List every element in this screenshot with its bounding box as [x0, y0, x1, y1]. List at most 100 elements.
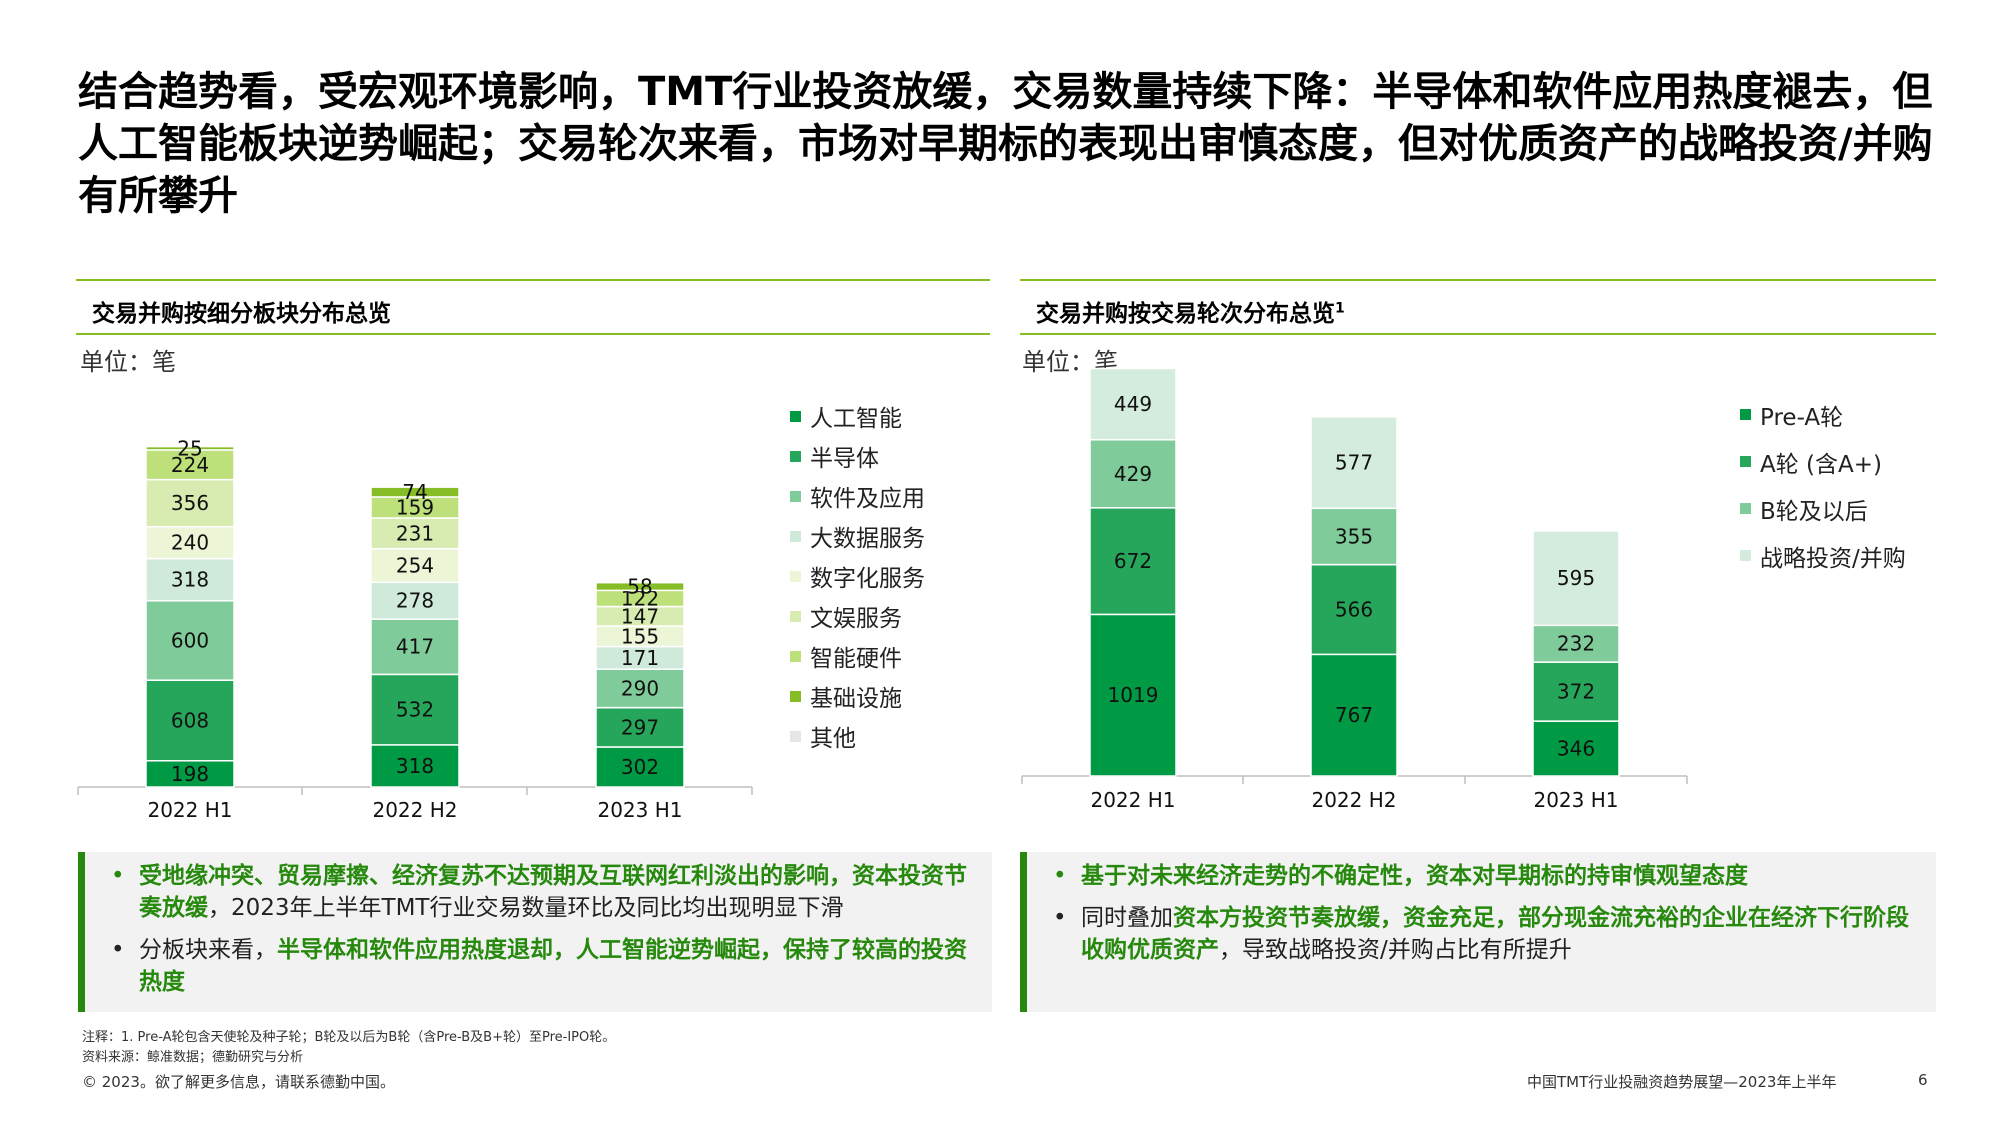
right-data-label-2022-h2-3: 577 — [1335, 451, 1373, 475]
left-legend-item-5: 文娱服务 — [790, 596, 925, 636]
right-legend-swatch-3 — [1740, 550, 1751, 561]
left-bar-2022-h2-5 — [370, 517, 460, 550]
left-legend-swatch-8 — [790, 730, 801, 742]
left-note-text-0-0: 受地缘冲突、贸易摩擦、经济复苏不达预期及互联网红利淡出的影响，资本投资节奏放缓 — [139, 863, 967, 921]
right-legend-swatch-1 — [1740, 456, 1751, 467]
right-data-label-2023-h1-0: 346 — [1557, 737, 1595, 761]
left-legend-swatch-4 — [790, 570, 801, 582]
right-bar-2023-h1-2 — [1532, 624, 1620, 663]
left-legend-item-8: 其他 — [790, 716, 925, 756]
right-note-text-1-2: ，导致战略投资/并购占比有所提升 — [1219, 937, 1572, 963]
footer-report-title: 中国TMT行业投融资趋势展望—2023年上半年 — [1527, 1073, 1837, 1091]
left-legend-label-0: 人工智能 — [810, 406, 902, 432]
left-legend-label-4: 数字化服务 — [810, 566, 925, 592]
left-legend-swatch-7 — [790, 690, 801, 702]
left-data-label-2022-h1-3: 318 — [171, 568, 209, 592]
left-bar-2023-h1-0 — [595, 746, 685, 788]
right-data-label-2022-h1-3: 449 — [1114, 392, 1152, 416]
left-legend-swatch-0 — [790, 410, 801, 422]
left-data-label-2022-h1-0: 198 — [171, 762, 209, 786]
left-legend-item-6: 智能硬件 — [790, 636, 925, 676]
right-data-label-2023-h1-2: 232 — [1557, 632, 1595, 656]
left-legend-item-4: 数字化服务 — [790, 556, 925, 596]
left-unit-label: 单位：笔 — [80, 348, 176, 376]
left-note-bullet-0: • — [111, 863, 125, 889]
left-data-label-2022-h1-5: 356 — [171, 491, 209, 515]
right-notes-list: • 基于对未来经济走势的不确定性，资本对早期标的持审慎观望态度 • 同时叠加资本方投资… — [1045, 860, 1922, 966]
left-bar-2022-h1-4 — [145, 526, 235, 560]
left-category-label-0: 2022 H1 — [147, 798, 232, 822]
left-data-label-2022-h1-1: 608 — [171, 708, 209, 732]
left-note-text-1-1: 半导体和软件应用热度退却，人工智能逆势崛起，保持了较高的投资热度 — [139, 937, 967, 995]
left-data-label-2022-h2-5: 231 — [396, 521, 434, 545]
right-note-text-1-1: 资本方投资节奏放缓，资金充足，部分现金流充裕的企业在经济下行阶段收购优质资产 — [1081, 905, 1909, 963]
left-notes-list: • 受地缘冲突、贸易摩擦、经济复苏不达预期及互联网红利淡出的影响，资本投资节奏放缓… — [103, 860, 978, 998]
right-legend-item-2: B轮及以后 — [1740, 485, 1906, 532]
right-notes-box: • 基于对未来经济走势的不确定性，资本对早期标的持审慎观望态度 • 同时叠加资本方投资… — [1020, 852, 1936, 1012]
right-data-label-2022-h2-0: 767 — [1335, 703, 1373, 727]
right-data-label-2022-h1-0: 1019 — [1108, 683, 1159, 707]
right-legend-swatch-2 — [1740, 503, 1751, 514]
right-bar-2023-h1-3 — [1532, 530, 1620, 627]
left-bar-2023-h1-1 — [595, 706, 685, 748]
left-legend-label-1: 半导体 — [810, 446, 879, 472]
left-legend-item-0: 人工智能 — [790, 396, 925, 436]
right-legend-item-1: A轮 (含A+) — [1740, 438, 1906, 485]
right-data-label-2023-h1-3: 595 — [1557, 566, 1595, 590]
left-legend-label-5: 文娱服务 — [810, 606, 902, 632]
left-bar-2023-h1-7 — [595, 581, 685, 592]
left-notes-box: • 受地缘冲突、贸易摩擦、经济复苏不达预期及互联网红利淡出的影响，资本投资节奏放缓… — [78, 852, 992, 1012]
left-data-label-2022-h2-1: 532 — [396, 698, 434, 722]
left-bar-2023-h1-2 — [595, 668, 685, 709]
left-chart-legend: 人工智能 半导体 软件及应用 大数据服务 数字化服务 文娱服务 智能硬件 基础设施 其他 — [790, 396, 925, 756]
right-note-bullet-1: • — [1053, 905, 1067, 931]
left-bar-2022-h2-0 — [370, 744, 460, 788]
left-legend-swatch-3 — [790, 530, 801, 542]
left-note-item-1: • 分板块来看，半导体和软件应用热度退却，人工智能逆势崛起，保持了较高的投资热度 — [103, 934, 978, 998]
left-legend-label-7: 基础设施 — [810, 686, 902, 712]
footnote-source: 资料来源：鲸准数据；德勤研究与分析 — [82, 1050, 304, 1065]
right-category-label-0: 2022 H1 — [1090, 788, 1175, 812]
footer-page-number: 6 — [1918, 1071, 1928, 1089]
footer-copyright: © 2023。欲了解更多信息，请联系德勤中国。 — [82, 1073, 395, 1091]
right-legend-label-3: 战略投资/并购 — [1760, 545, 1906, 572]
left-legend-swatch-6 — [790, 650, 801, 662]
left-legend-label-8: 其他 — [810, 726, 856, 752]
left-bar-2022-h2-7 — [370, 486, 460, 498]
left-data-label-2023-h1-2: 290 — [621, 676, 659, 700]
left-note-text-1-0: 分板块来看， — [139, 937, 277, 963]
right-note-item-1: • 同时叠加资本方投资节奏放缓，资金充足，部分现金流充裕的企业在经济下行阶段收购优… — [1045, 902, 1922, 966]
left-data-label-2023-h1-4: 155 — [621, 624, 659, 648]
left-legend-label-6: 智能硬件 — [810, 646, 902, 672]
right-panel-top-rule — [1020, 279, 1936, 281]
left-data-label-2022-h2-3: 278 — [396, 589, 434, 613]
right-legend-item-3: 战略投资/并购 — [1740, 532, 1906, 579]
right-legend-label-2: B轮及以后 — [1760, 498, 1868, 525]
right-legend-label-0: Pre-A轮 — [1760, 404, 1844, 431]
left-panel-title: 交易并购按细分板块分布总览 — [92, 301, 391, 327]
right-bar-2022-h1-2 — [1089, 439, 1177, 509]
right-note-item-0: • 基于对未来经济走势的不确定性，资本对早期标的持审慎观望态度 — [1045, 860, 1922, 892]
left-legend-item-3: 大数据服务 — [790, 516, 925, 556]
right-bar-2022-h2-1 — [1310, 563, 1398, 656]
left-legend-swatch-5 — [790, 610, 801, 622]
left-note-item-0: • 受地缘冲突、贸易摩擦、经济复苏不达预期及互联网红利淡出的影响，资本投资节奏放缓… — [103, 860, 978, 924]
left-legend-swatch-1 — [790, 450, 801, 462]
right-panel-title-text: 交易并购按交易轮次分布总览 — [1036, 301, 1335, 327]
left-category-label-1: 2022 H2 — [372, 798, 457, 822]
right-category-label-2: 2023 H1 — [1533, 788, 1618, 812]
right-legend-swatch-0 — [1740, 409, 1751, 420]
left-data-label-2022-h2-4: 254 — [396, 553, 434, 577]
left-bar-2022-h2-1 — [370, 673, 460, 746]
left-data-label-2022-h2-7: 74 — [402, 480, 427, 504]
right-data-label-2022-h2-1: 566 — [1335, 597, 1373, 621]
left-data-label-2022-h1-4: 240 — [171, 531, 209, 555]
left-bar-2022-h1-0 — [145, 760, 235, 788]
right-note-bullet-0: • — [1053, 863, 1067, 889]
left-bar-2022-h1-2 — [145, 599, 235, 681]
right-note-text-0-0: 基于对未来经济走势的不确定性，资本对早期标的持审慎观望态度 — [1081, 863, 1748, 889]
right-panel-bottom-rule — [1020, 333, 1936, 335]
left-note-text-0-1: ，2023年上半年TMT行业交易数量环比及同比均出现明显下滑 — [208, 895, 844, 921]
left-bar-2022-h1-7 — [145, 445, 235, 451]
